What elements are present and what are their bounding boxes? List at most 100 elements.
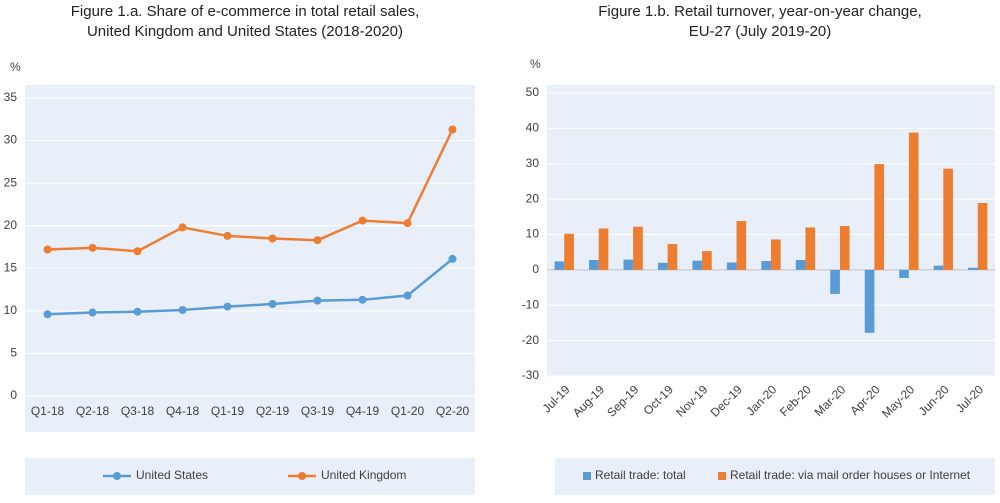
chart-title: Figure 1.a. Share of e-commerce in total… — [71, 3, 420, 20]
point — [133, 307, 142, 316]
y-tick-label: 0 — [10, 388, 17, 402]
point — [268, 234, 277, 243]
bar — [692, 260, 703, 270]
bar — [623, 259, 634, 270]
y-tick-label: -20 — [522, 333, 540, 347]
bar — [864, 269, 875, 333]
bar — [761, 261, 771, 270]
legend-label: Retail trade: total — [595, 468, 686, 482]
bar — [633, 226, 643, 270]
point — [178, 223, 187, 232]
x-tick-label: Q1-18 — [31, 404, 65, 418]
point — [43, 245, 52, 254]
bar — [736, 221, 747, 270]
bar — [702, 251, 712, 270]
point — [313, 296, 322, 305]
series-line — [47, 257, 454, 316]
y-tick-label: 30 — [526, 156, 540, 170]
x-tick-label: Dec-19 — [708, 382, 745, 419]
x-tick-label: Q2-19 — [256, 404, 290, 418]
bar — [726, 262, 737, 270]
x-tick-label: May-20 — [879, 382, 917, 420]
x-tick-label: Sep-19 — [604, 382, 641, 419]
point — [268, 300, 277, 309]
bar — [589, 259, 599, 270]
y-tick-label: 40 — [526, 121, 540, 135]
x-tick-label: Q1-20 — [391, 404, 425, 418]
point — [43, 310, 52, 319]
bar — [830, 269, 840, 294]
x-tick-label: Q4-18 — [166, 404, 200, 418]
bar — [805, 227, 816, 270]
bar — [598, 228, 609, 270]
y-tick-label: -30 — [522, 368, 540, 382]
bar — [968, 267, 978, 270]
y-axis-label: % — [10, 60, 21, 74]
x-tick-label: Q3-19 — [301, 404, 335, 418]
bar — [771, 239, 781, 270]
point — [358, 216, 367, 225]
bar — [933, 265, 944, 270]
bar — [943, 168, 953, 270]
x-tick-label: Nov-19 — [673, 382, 710, 419]
legend-marker — [298, 472, 306, 480]
point — [313, 236, 322, 245]
bar — [908, 132, 919, 270]
legend-label: United Kingdom — [321, 468, 406, 482]
y-tick-label: 10 — [4, 303, 18, 317]
bar — [554, 261, 565, 270]
legend-box — [555, 458, 995, 495]
chart-title: United Kingdom and United States (2018-2… — [87, 23, 403, 40]
point — [403, 219, 412, 228]
x-tick-label: Aug-19 — [570, 382, 607, 419]
bar — [667, 244, 678, 270]
point — [88, 243, 97, 252]
series-line — [47, 128, 454, 253]
point — [178, 306, 187, 315]
bar — [564, 233, 574, 270]
bar — [977, 203, 988, 270]
y-tick-label: 20 — [4, 218, 18, 232]
x-tick-label: Feb-20 — [777, 382, 814, 419]
point — [223, 231, 232, 240]
y-tick-label: -10 — [522, 297, 540, 311]
point — [223, 302, 232, 311]
point — [88, 308, 97, 317]
x-tick-label: Jun-20 — [916, 382, 952, 418]
y-tick-label: 20 — [526, 191, 540, 205]
chart-title: Figure 1.b. Retail turnover, year-on-yea… — [598, 3, 922, 20]
bar — [874, 164, 885, 270]
bar — [839, 226, 850, 270]
x-tick-label: Q2-20 — [436, 404, 470, 418]
point — [133, 247, 142, 256]
legend-swatch — [718, 472, 726, 480]
x-tick-label: Q1-19 — [211, 404, 245, 418]
y-tick-label: 25 — [4, 175, 18, 189]
point — [448, 254, 457, 263]
legend-label: Retail trade: via mail order houses or I… — [730, 468, 971, 482]
legend-box — [25, 458, 475, 495]
y-tick-label: 5 — [10, 346, 17, 360]
point — [448, 125, 457, 134]
point — [358, 295, 367, 304]
y-tick-label: 0 — [532, 262, 539, 276]
legend-label: United States — [136, 468, 208, 482]
x-tick-label: Mar-20 — [812, 382, 849, 419]
point — [403, 291, 412, 300]
x-tick-label: Jul-20 — [953, 382, 986, 415]
bar — [899, 269, 909, 279]
y-tick-label: 30 — [4, 133, 18, 147]
legend-marker — [113, 472, 121, 480]
bar — [795, 259, 806, 270]
x-tick-label: Oct-19 — [641, 382, 677, 418]
y-tick-label: 35 — [4, 90, 18, 104]
x-tick-label: Jul-19 — [540, 382, 573, 415]
chart-title: EU-27 (July 2019-20) — [689, 23, 832, 40]
legend-swatch — [583, 472, 591, 480]
y-axis-label: % — [530, 57, 541, 71]
x-tick-label: Q4-19 — [346, 404, 380, 418]
bar — [657, 262, 668, 270]
plot-area — [547, 85, 995, 376]
x-tick-label: Q2-18 — [76, 404, 110, 418]
